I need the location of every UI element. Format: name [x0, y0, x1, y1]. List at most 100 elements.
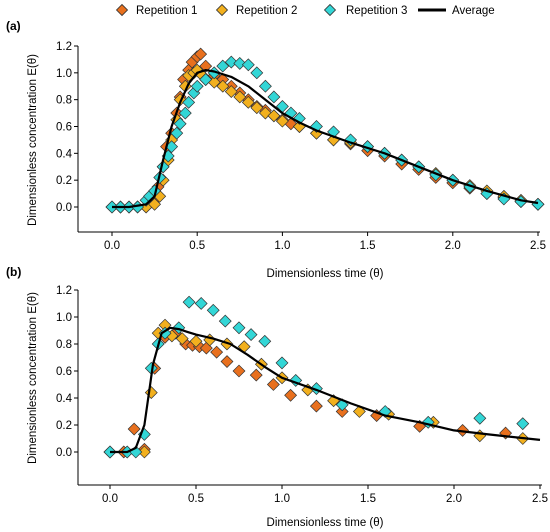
- panel-a-point-repetition-2: [233, 90, 247, 104]
- panel-a-x-tick-label: 1.5: [360, 240, 376, 252]
- panel-b-x-tick-label: 0.0: [102, 493, 118, 505]
- legend-marker-rep3: [323, 3, 337, 17]
- panel-b-x-axis-title: Dimensionless time (θ): [267, 517, 384, 529]
- panel-a-y-tick-label: 0.4: [56, 148, 73, 160]
- legend-item-rep1: Repetition 1: [115, 3, 197, 17]
- panel-a-point-repetition-3: [207, 66, 221, 80]
- panel-a-point-repetition-3: [170, 126, 184, 140]
- panel-a-point-repetition-2: [241, 95, 255, 109]
- panel-a-point-repetition-3: [131, 200, 145, 214]
- panel-a-x-tick-label: 0.5: [189, 240, 205, 252]
- panel-b-point-repetition-1: [335, 405, 349, 418]
- panel-a-y-tick-label: 0.6: [56, 122, 72, 134]
- panel-a-series-average-line: [112, 69, 539, 209]
- panel-a-y-tick-label: 0.8: [56, 95, 72, 107]
- panel-b-label: (b): [6, 265, 21, 279]
- panel-a-x-tick-label: 2.5: [530, 240, 546, 252]
- panel-a-y-axis-title: Dimensionless concentration E(θ): [27, 54, 39, 226]
- legend-marker-rep1: [115, 3, 129, 17]
- panel-b-y-tick-label: 0.6: [56, 366, 72, 378]
- panel-a-point-repetition-3: [216, 59, 230, 73]
- panel-a-point-repetition-3: [258, 79, 272, 93]
- panel-b-x-tick-label: 2.0: [446, 493, 462, 505]
- panel-b-y-axis-title: Dimensionless concentration E(θ): [27, 292, 39, 464]
- panel-a-x-tick-label: 0.0: [104, 240, 120, 252]
- legend-label-rep3: Repetition 3: [346, 5, 407, 17]
- panel-b-y-tick-label: 1.0: [56, 312, 72, 324]
- legend: Repetition 1 Repetition 2 Repetition 3 A…: [115, 3, 495, 17]
- panel-b-point-repetition-3: [218, 314, 232, 328]
- panel-a-point-repetition-2: [148, 197, 162, 211]
- panel-b-point-repetition-3: [516, 417, 530, 431]
- legend-marker-rep2: [215, 3, 229, 17]
- panel-b-y-tick-label: 1.2: [56, 285, 72, 297]
- panel-a-x-tick-label: 2.0: [445, 240, 461, 252]
- panel-b-point-repetition-3: [182, 295, 196, 309]
- panel-a-point-repetition-3: [531, 197, 545, 211]
- panel-a-point-repetition-3: [199, 73, 213, 86]
- panel-b-point-repetition-1: [232, 364, 246, 378]
- legend-label-average: Average: [452, 5, 495, 17]
- panel-a-point-repetition-3: [250, 66, 264, 80]
- panel-a-axes: [77, 46, 540, 233]
- panel-b: (b) 0.0 0.2 0.4 0.6 0.8 1.0 1.2 0.0 0.5 1.0 1.5 2.0…: [6, 265, 548, 529]
- panel-b-point-repetition-1: [220, 355, 234, 368]
- panel-a-point-repetition-3: [233, 56, 247, 70]
- panel-b-x-tick-label: 1.5: [360, 493, 376, 505]
- panel-b-point-repetition-3: [473, 411, 487, 425]
- panel-b-point-repetition-1: [266, 378, 280, 391]
- panel-a-y-tick-label: 1.0: [56, 68, 72, 80]
- panel-a-point-repetition-1: [199, 59, 213, 73]
- legend-item-rep2: Repetition 2: [215, 3, 297, 17]
- panel-b-point-repetition-2: [189, 334, 203, 348]
- panel-a-point-repetition-3: [267, 90, 281, 104]
- panel-a-label: (a): [6, 19, 21, 33]
- panel-a-point-repetition-3: [182, 95, 196, 109]
- panel-b-y-tick-label: 0.0: [56, 447, 72, 459]
- panel-a-point-repetition-3: [241, 58, 255, 72]
- panel-b-point-repetition-3: [206, 303, 220, 317]
- panel-a-ticks: 0.0 0.2 0.4 0.6 0.8 1.0 1.2 0.0 0.5 1.0 1.5 2.0 2.5: [56, 41, 546, 252]
- panel-a-point-repetition-3: [173, 117, 187, 131]
- panel-a: (a) 0.0 0.2 0.4 0.6 0.8 1.0 1.2 0.0 0.5 1.0 1.5 2.0…: [6, 19, 546, 280]
- panel-a-point-repetition-2: [216, 79, 230, 93]
- legend-label-rep1: Repetition 1: [136, 5, 197, 17]
- panel-b-y-tick-label: 0.2: [56, 420, 72, 432]
- legend-label-rep2: Repetition 2: [236, 5, 297, 17]
- panel-b-y-tick-label: 0.8: [56, 339, 72, 351]
- panel-b-point-repetition-2: [175, 332, 189, 346]
- panel-b-point-repetition-1: [249, 368, 263, 382]
- panel-a-x-tick-label: 1.0: [274, 240, 290, 252]
- panel-b-point-repetition-1: [284, 388, 298, 402]
- legend-item-average: Average: [418, 5, 495, 17]
- panel-b-point-repetition-2: [144, 386, 158, 400]
- panel-b-y-tick-label: 0.4: [56, 393, 73, 405]
- panel-b-point-repetition-1: [210, 345, 224, 359]
- panel-b-point-repetition-1: [127, 422, 141, 436]
- panel-b-point-repetition-2: [473, 429, 487, 443]
- panel-b-point-repetition-3: [194, 297, 208, 310]
- panel-a-point-repetition-3: [275, 99, 289, 113]
- panel-a-point-repetition-1: [194, 47, 208, 61]
- panel-b-point-repetition-3: [232, 321, 246, 335]
- panel-a-point-repetition-2: [267, 109, 281, 123]
- panel-b-point-repetition-3: [275, 356, 289, 370]
- panel-a-point-repetition-2: [224, 85, 238, 99]
- panel-a-point-repetition-3: [178, 106, 192, 120]
- panel-a-point-repetition-3: [224, 55, 238, 69]
- panel-a-y-tick-label: 0.0: [56, 202, 72, 214]
- panel-b-x-tick-label: 0.5: [188, 493, 204, 505]
- panel-b-point-repetition-2: [137, 445, 151, 459]
- panel-b-x-tick-label: 1.0: [274, 493, 290, 505]
- panel-a-point-repetition-2: [250, 101, 264, 115]
- panel-b-x-tick-label: 2.5: [532, 493, 548, 505]
- panel-b-point-repetition-3: [244, 328, 258, 342]
- panel-b-point-repetition-3: [258, 334, 272, 348]
- panel-a-plot-area: [105, 47, 545, 214]
- panel-a-point-repetition-2: [275, 114, 289, 128]
- panel-b-ticks: 0.0 0.2 0.4 0.6 0.8 1.0 1.2 0.0 0.5 1.0 1.5 2.0 2.5: [56, 285, 548, 505]
- legend-item-rep3: Repetition 3: [323, 3, 407, 17]
- panel-b-plot-area: [103, 295, 541, 459]
- panel-a-x-axis-title: Dimensionless time (θ): [267, 268, 384, 280]
